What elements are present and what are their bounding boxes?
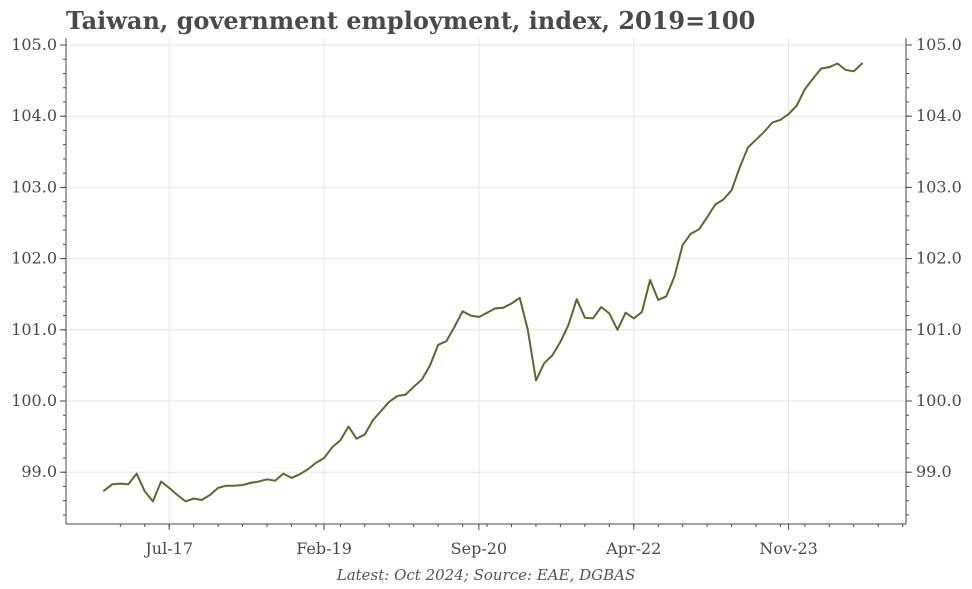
x-tick-label: Sep-20 [451,539,507,558]
y-tick-label-left: 104.0 [11,106,57,125]
y-tick-label-left: 103.0 [11,177,57,196]
chart-title: Taiwan, government employment, index, 20… [66,6,756,35]
y-tick-label-left: 101.0 [11,320,57,339]
y-tick-label-right: 99.0 [916,462,952,481]
x-tick-label: Jul-17 [143,539,193,558]
y-tick-label-right: 104.0 [916,106,962,125]
y-tick-label-right: 100.0 [916,391,962,410]
chart-axes [65,38,907,525]
chart-footer-source: Latest: Oct 2024; Source: EAE, DGBAS [336,566,636,584]
y-tick-label-left: 102.0 [11,249,57,268]
y-tick-label-right: 103.0 [916,177,962,196]
y-tick-label-right: 101.0 [916,320,962,339]
x-tick-label: Feb-19 [296,539,352,558]
x-tick-label: Apr-22 [605,539,661,558]
y-tick-label-left: 99.0 [21,462,57,481]
series-line [103,62,863,503]
y-tick-label-left: 100.0 [11,391,57,410]
x-tick-label: Nov-23 [759,539,817,558]
y-tick-label-right: 105.0 [916,35,962,54]
y-tick-label-right: 102.0 [916,249,962,268]
gridlines [66,38,906,524]
data-series [103,62,863,503]
y-tick-label-left: 105.0 [11,35,57,54]
axis-ticks: 99.0 99.0 100.0 100.0 101.0 101.0 102.0 102.0 10… [11,35,962,558]
